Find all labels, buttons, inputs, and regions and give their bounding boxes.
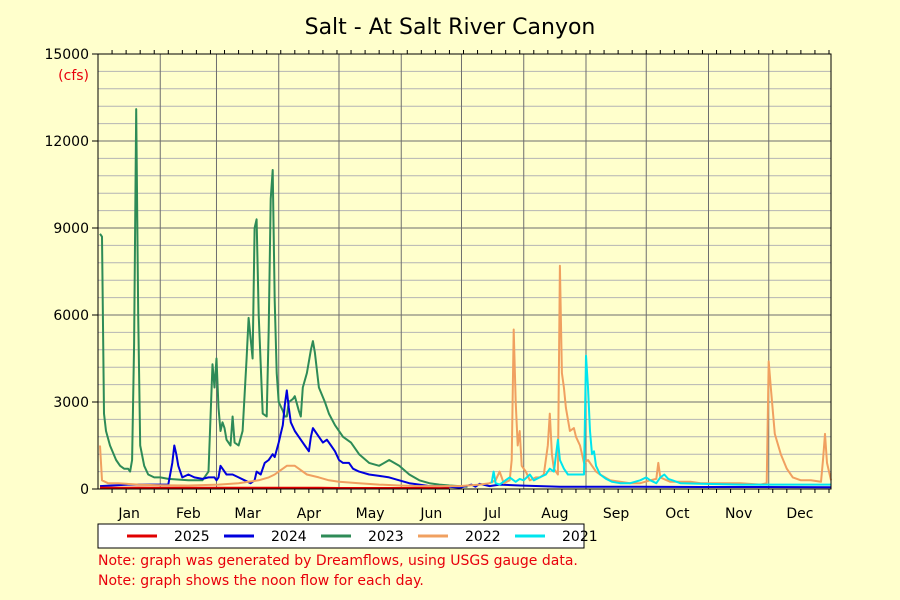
grid xyxy=(97,53,832,490)
legend-label-2023: 2023 xyxy=(368,529,404,545)
series-line-2021 xyxy=(490,354,831,486)
plot-frame xyxy=(97,53,832,490)
x-tick-label-aug: Aug xyxy=(541,506,568,522)
series-lines xyxy=(99,108,832,490)
y-tick-label: 15000 xyxy=(44,47,89,63)
x-tick-label-mar: Mar xyxy=(234,506,261,522)
legend-label-2022: 2022 xyxy=(465,529,501,545)
x-tick-label-jun: Jun xyxy=(419,506,442,522)
x-tick-label-apr: Apr xyxy=(297,506,321,522)
axes: 0 3000 6000 9000 12000 15000 Jan Feb Mar Apr May Ju… xyxy=(44,47,832,522)
chart-title: Salt - At Salt River Canyon xyxy=(305,15,596,40)
note-source: Note: graph was generated by Dreamflows,… xyxy=(98,553,578,569)
x-tick-label-oct: Oct xyxy=(665,506,690,522)
x-tick-label-feb: Feb xyxy=(176,506,201,522)
y-axis-unit: (cfs) xyxy=(58,68,89,84)
y-tick-label: 6000 xyxy=(53,308,89,324)
y-tick-label: 3000 xyxy=(53,395,89,411)
x-tick-label-jan: Jan xyxy=(117,506,140,522)
note-noon-flow: Note: graph shows the noon flow for each… xyxy=(98,573,424,589)
legend-label-2025: 2025 xyxy=(174,529,210,545)
plot-area xyxy=(98,54,831,489)
x-tick-label-may: May xyxy=(356,506,385,522)
x-tick-label-dec: Dec xyxy=(786,506,813,522)
y-tick-label: 9000 xyxy=(53,221,89,237)
y-tick-label: 0 xyxy=(80,482,89,498)
legend: 2025 2024 2023 2022 2021 xyxy=(97,523,598,549)
y-tick-label: 12000 xyxy=(44,134,89,150)
legend-label-2024: 2024 xyxy=(271,529,307,545)
legend-label-2021: 2021 xyxy=(562,529,598,545)
series-line-2023 xyxy=(99,108,468,488)
x-tick-label-jul: Jul xyxy=(483,506,501,522)
x-tick-label-sep: Sep xyxy=(603,506,630,522)
x-tick-label-nov: Nov xyxy=(725,506,752,522)
series-line-2022 xyxy=(99,264,832,488)
series-line-2025 xyxy=(99,486,450,490)
